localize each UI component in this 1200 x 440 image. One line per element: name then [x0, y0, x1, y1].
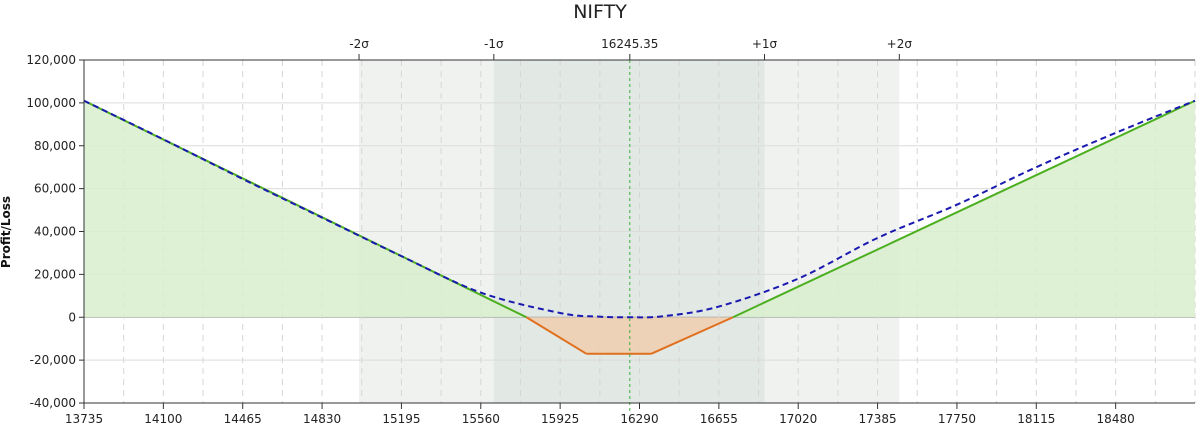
y-tick-label: 80,000	[34, 139, 76, 153]
x-tick-label: 14465	[224, 412, 262, 426]
spot-label: 16245.35	[601, 37, 658, 51]
y-tick-label: 20,000	[34, 267, 76, 281]
y-tick-label: 100,000	[26, 96, 76, 110]
x-tick-label: 17020	[779, 412, 817, 426]
x-tick-label: 15925	[541, 412, 579, 426]
sigma-label: -1σ	[484, 37, 504, 51]
x-tick-label: 15560	[462, 412, 500, 426]
y-tick-label: 0	[68, 310, 76, 324]
x-tick-label: 15195	[382, 412, 420, 426]
series-lines	[83, 60, 1196, 411]
x-tick-label: 13735	[65, 412, 103, 426]
x-tick-label: 16290	[620, 412, 658, 426]
loss-area	[526, 317, 733, 354]
y-tick-label: 40,000	[34, 225, 76, 239]
x-tick-label: 16655	[700, 412, 738, 426]
x-tick-label: 17750	[938, 412, 976, 426]
loss-line-segment	[525, 316, 587, 355]
sigma-label: -2σ	[349, 37, 369, 51]
y-tick-label: 60,000	[34, 182, 76, 196]
x-tick-label: 18480	[1097, 412, 1135, 426]
x-tick-label: 17385	[858, 412, 896, 426]
profit-line-segment	[732, 99, 1196, 319]
chart-title: NIFTY	[573, 1, 627, 23]
y-tick-label: 120,000	[26, 53, 76, 67]
x-tick-label: 18115	[1017, 412, 1055, 426]
current-pnl-dashed-line	[83, 99, 1196, 319]
sigma-label: +2σ	[887, 37, 913, 51]
x-tick-label: 14830	[303, 412, 341, 426]
sigma-label: +1σ	[752, 37, 778, 51]
y-axis-label: Profit/Loss	[0, 196, 13, 268]
y-tick-label: -20,000	[30, 353, 76, 367]
axis-labels: -40,000 -20,000 0 20,000 40,000 60,000 80,000 1…	[26, 37, 1134, 426]
x-tick-label: 14100	[144, 412, 182, 426]
loss-line-segment	[651, 316, 734, 355]
y-tick-label: -40,000	[30, 396, 76, 410]
axes	[79, 54, 1195, 409]
